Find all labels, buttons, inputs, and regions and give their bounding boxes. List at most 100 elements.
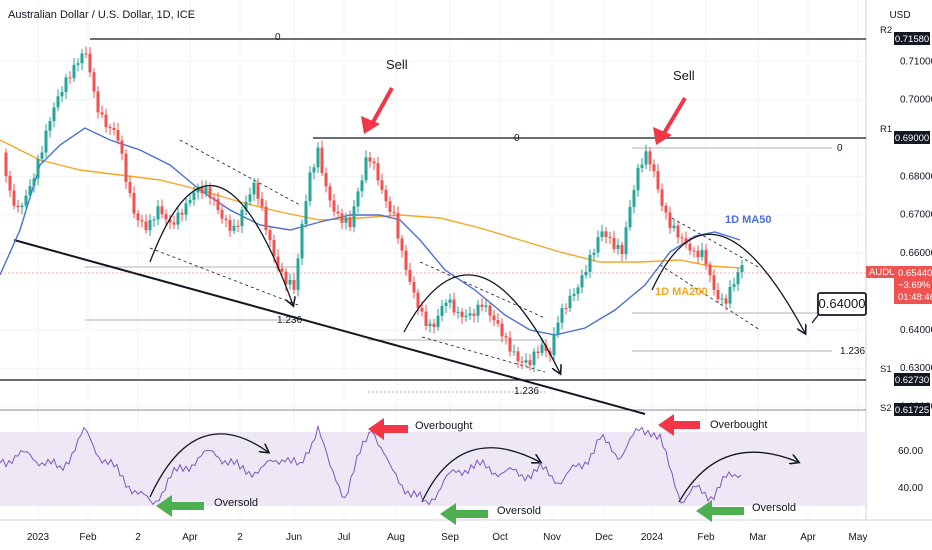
candle-body — [684, 238, 688, 244]
candle-body — [736, 272, 740, 285]
candle-body — [96, 91, 100, 113]
candle-body — [616, 244, 620, 250]
oversold-label-3: Oversold — [752, 502, 796, 514]
candle-body — [144, 221, 148, 231]
candle-body — [444, 302, 448, 307]
candle-body — [484, 305, 488, 308]
candle-body — [168, 219, 172, 223]
fib-lines — [85, 147, 832, 393]
candle-body — [100, 112, 104, 115]
candle-body — [544, 344, 548, 352]
candle-body — [200, 186, 204, 194]
time-tick: Apr — [182, 532, 198, 543]
target-value: 0.64000 — [819, 296, 866, 311]
candle-body — [568, 295, 572, 309]
s2-name: S2 — [880, 403, 892, 414]
candle-body — [632, 190, 636, 207]
candle-body — [592, 252, 596, 255]
candle-body — [348, 217, 352, 227]
s1-badge: S1 0.62730 — [880, 364, 930, 386]
rsi-tick-40: 40.00 — [898, 483, 923, 494]
candle-body — [252, 182, 256, 195]
candle-body — [260, 198, 264, 207]
current-change: −3.69% — [898, 280, 931, 291]
candle-body — [712, 275, 716, 290]
candle-body — [236, 225, 240, 227]
candle-body — [724, 298, 728, 304]
candle-body — [400, 238, 404, 251]
overbought-arrow-2 — [658, 414, 700, 436]
s2-badge: S2 0.61725 — [880, 403, 930, 416]
candle-body — [72, 64, 76, 79]
candle-body — [628, 206, 632, 228]
candle-body — [504, 336, 508, 338]
s2-price: 0.61725 — [895, 405, 929, 416]
oversold-arrow-1 — [156, 495, 204, 517]
candle-body — [36, 158, 40, 179]
candle-body — [604, 231, 608, 237]
candle-body — [20, 205, 24, 208]
candle-body — [60, 92, 64, 97]
candle-body — [280, 268, 284, 272]
candle-body — [496, 320, 500, 324]
currency-label: USD — [889, 10, 910, 21]
candle-body — [152, 219, 156, 221]
candle-body — [68, 77, 72, 79]
candle-body — [88, 53, 92, 73]
sell-label-1: Sell — [386, 57, 408, 72]
candle-body — [208, 187, 212, 199]
time-tick: 2023 — [27, 532, 50, 543]
candle-body — [688, 243, 692, 251]
candle-body — [196, 186, 200, 193]
candle-body — [264, 206, 268, 231]
time-tick: Feb — [697, 532, 715, 543]
candle-body — [536, 351, 540, 353]
candle-body — [420, 307, 424, 312]
target-callout: 0.64000 — [811, 292, 867, 324]
s1-price: 0.62730 — [895, 375, 929, 386]
candle-body — [656, 171, 660, 190]
candle-body — [8, 175, 12, 191]
candle-body — [396, 212, 400, 239]
candle-body — [384, 189, 388, 202]
candle-body — [556, 322, 560, 334]
ma50-label: 1D MA50 — [725, 214, 771, 226]
candle-body — [640, 164, 644, 168]
candle-body — [336, 211, 340, 214]
candle-body — [24, 195, 28, 206]
candle-body — [588, 254, 592, 272]
candle-body — [492, 315, 496, 321]
candle-body — [404, 250, 408, 270]
candle-body — [368, 157, 372, 162]
candle-body — [304, 201, 308, 224]
candle-body — [380, 180, 384, 190]
oversold-arrow-2 — [440, 503, 488, 525]
candle-body — [648, 151, 652, 165]
candle-body — [320, 147, 324, 174]
candle-body — [540, 344, 544, 353]
candle-body — [440, 306, 444, 316]
candle-body — [692, 250, 696, 252]
dashed-channels — [149, 139, 761, 373]
s1-name: S1 — [880, 364, 892, 375]
time-tick: Sep — [441, 532, 459, 543]
overbought-arrow-1 — [368, 418, 408, 440]
candle-body — [340, 213, 344, 223]
price-tick: 0.63000 — [900, 363, 932, 374]
candle-body — [668, 212, 672, 229]
oversold-label-2: Oversold — [497, 505, 541, 517]
candle-body — [284, 271, 288, 285]
chart-title: Australian Dollar / U.S. Dollar, 1D, ICE — [8, 9, 195, 21]
candle-body — [488, 305, 492, 316]
candle-body — [268, 230, 272, 241]
time-tick: Dec — [595, 532, 613, 543]
current-price: 0.65440 — [898, 268, 932, 279]
candle-body — [136, 213, 140, 221]
candle-body — [552, 333, 556, 356]
candle-body — [44, 130, 48, 153]
oversold-arrow-3 — [696, 500, 744, 522]
time-tick: 2 — [237, 532, 243, 543]
candle-body — [180, 212, 184, 215]
